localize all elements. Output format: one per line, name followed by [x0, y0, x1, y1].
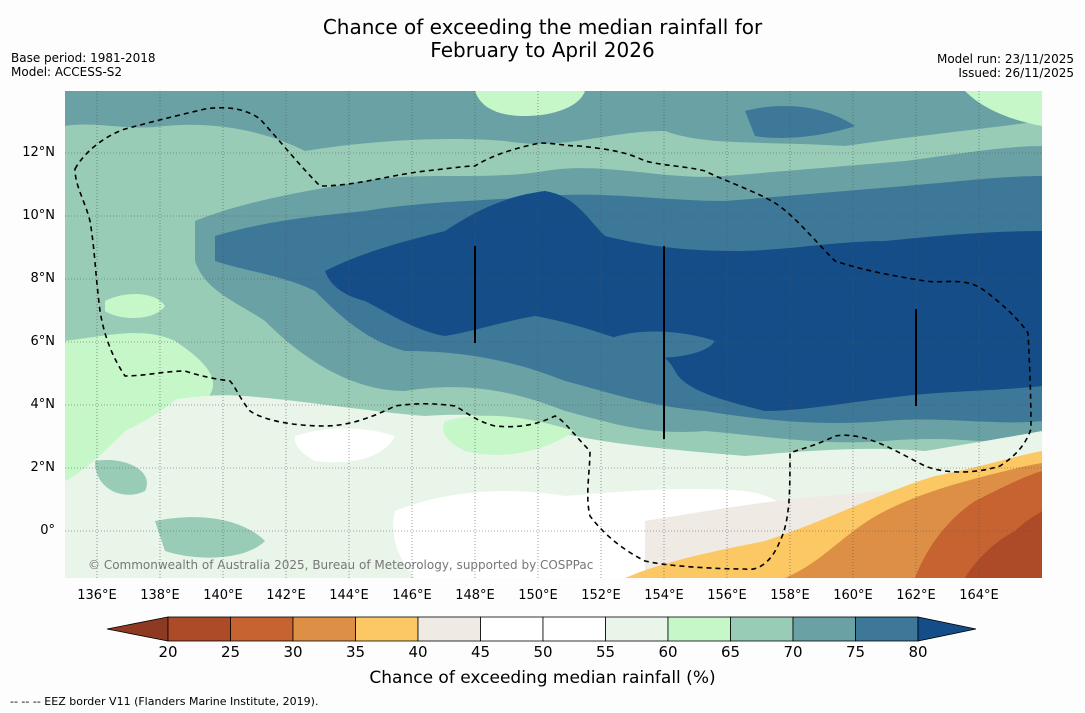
lon-label: 150°E — [518, 588, 558, 603]
lat-label: 2°N — [30, 460, 56, 475]
colorbar-segment — [480, 616, 544, 642]
colorbar-segment — [730, 616, 794, 642]
colorbar-segment — [855, 616, 919, 642]
colorbar-tick-label: 65 — [720, 643, 741, 661]
lon-label: 148°E — [455, 588, 495, 603]
lat-label: 4°N — [30, 397, 56, 412]
lon-label: 142°E — [266, 588, 306, 603]
colorbar-tick-label: 75 — [845, 643, 866, 661]
lon-label: 158°E — [770, 588, 810, 603]
lon-label: 164°E — [959, 588, 999, 603]
lat-label: 10°N — [22, 208, 55, 223]
colorbar-tick-label: 35 — [345, 643, 366, 661]
colorbar-tick-label: 45 — [470, 643, 491, 661]
model-name: Model: ACCESS-S2 — [11, 65, 123, 79]
contour-60-65-equatorial — [65, 385, 185, 481]
lat-label: 0° — [40, 523, 55, 538]
contour-75-80-north — [745, 106, 855, 138]
issued-date: Issued: 26/11/2025 — [958, 66, 1074, 80]
colorbar-tick-label: 25 — [220, 643, 241, 661]
colorbar — [106, 616, 977, 642]
contour-white-patch — [294, 428, 395, 463]
rainfall-map — [65, 91, 1042, 578]
colorbar-tick-label: 60 — [658, 643, 678, 661]
contour-20-25 — [965, 511, 1042, 578]
lon-label: 136°E — [77, 588, 117, 603]
colorbar-segment — [792, 616, 856, 642]
base-period: Base period: 1981-2018 — [11, 51, 156, 65]
contour-70-75-lowleft — [95, 460, 147, 495]
contour-60-65-north — [475, 91, 585, 116]
contour-70-75-lowleft2 — [155, 517, 265, 558]
lon-label: 138°E — [140, 588, 180, 603]
colorbar-segment — [417, 616, 481, 642]
colorbar-extend-low — [106, 616, 169, 642]
contour-over-80-core — [325, 191, 1042, 411]
colorbar-tick-label: 30 — [283, 643, 303, 661]
colorbar-segment — [230, 616, 294, 642]
colorbar-tick-label: 55 — [595, 643, 616, 661]
lon-label: 144°E — [329, 588, 369, 603]
copyright-notice: © Commonwealth of Australia 2025, Bureau… — [88, 558, 594, 572]
colorbar-tick-label: 40 — [408, 643, 428, 661]
model-run: Model run: 23/11/2025 — [936, 52, 1074, 66]
lat-label: 12°N — [22, 145, 55, 160]
lon-label: 156°E — [707, 588, 747, 603]
colorbar-tick-label: 20 — [158, 643, 178, 661]
lat-label: 8°N — [30, 271, 56, 286]
colorbar-title: Chance of exceeding median rainfall (%) — [369, 668, 716, 688]
map-title-line2: February to April 2026 — [430, 38, 655, 62]
lon-label: 152°E — [581, 588, 621, 603]
graticule — [65, 91, 1042, 578]
eez-footnote: -- -- -- EEZ border V11 (Flanders Marine… — [10, 695, 319, 708]
rainfall-contours — [65, 91, 1042, 578]
contour-60-65-equatorial-2 — [443, 415, 575, 455]
lon-label: 154°E — [644, 588, 684, 603]
lat-label: 6°N — [30, 334, 56, 349]
contour-60-65-ne — [965, 91, 1042, 126]
lon-label: 140°E — [203, 588, 243, 603]
colorbar-tick-label: 80 — [908, 643, 928, 661]
colorbar-segment — [292, 616, 356, 642]
lon-label: 160°E — [833, 588, 873, 603]
lon-label: 162°E — [896, 588, 936, 603]
contour-60-65-west2 — [105, 294, 165, 318]
map-title-line1: Chance of exceeding the median rainfall … — [322, 15, 763, 39]
colorbar-tick-label: 50 — [533, 643, 553, 661]
island-chain-lines — [474, 246, 917, 439]
lon-label: 146°E — [392, 588, 432, 603]
colorbar-segment — [355, 616, 419, 642]
colorbar-segment — [167, 616, 231, 642]
colorbar-extend-high — [917, 616, 977, 642]
contour-75-80-intrusion — [605, 331, 715, 358]
colorbar-segment — [542, 616, 606, 642]
colorbar-segment — [605, 616, 669, 642]
colorbar-tick-label: 70 — [783, 643, 803, 661]
colorbar-segment — [667, 616, 731, 642]
eez-border — [74, 106, 1032, 571]
